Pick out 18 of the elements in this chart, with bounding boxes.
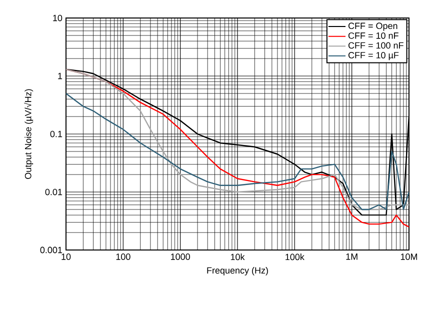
legend-label: CFF = Open [348, 22, 398, 31]
y-tick-label: 1 [58, 72, 62, 80]
x-tick-label: 100 [116, 254, 130, 260]
y-tick-label: 0.001 [40, 246, 62, 254]
y-tick-label: 10 [53, 14, 62, 22]
legend-label: CFF = 10 µF [348, 52, 399, 60]
y-tick-label: 0.01 [45, 188, 62, 196]
legend-label: CFF = 100 nF [348, 42, 404, 49]
legend-label: CFF = 10 nF [348, 32, 398, 39]
x-axis-title: Frequency (Hz) [207, 267, 268, 276]
y-tick-label: 0.1 [50, 130, 62, 138]
x-tick-label: 10k [230, 254, 245, 260]
x-tick-label: 10M [400, 254, 418, 260]
x-tick-label: 10 [62, 254, 71, 260]
x-tick-label: 1000 [171, 254, 190, 260]
y-axis-title: Output Noise (µV/√Hz) [24, 89, 34, 179]
x-tick-label: 1M [346, 254, 358, 260]
x-tick-label: 100k [286, 254, 304, 260]
